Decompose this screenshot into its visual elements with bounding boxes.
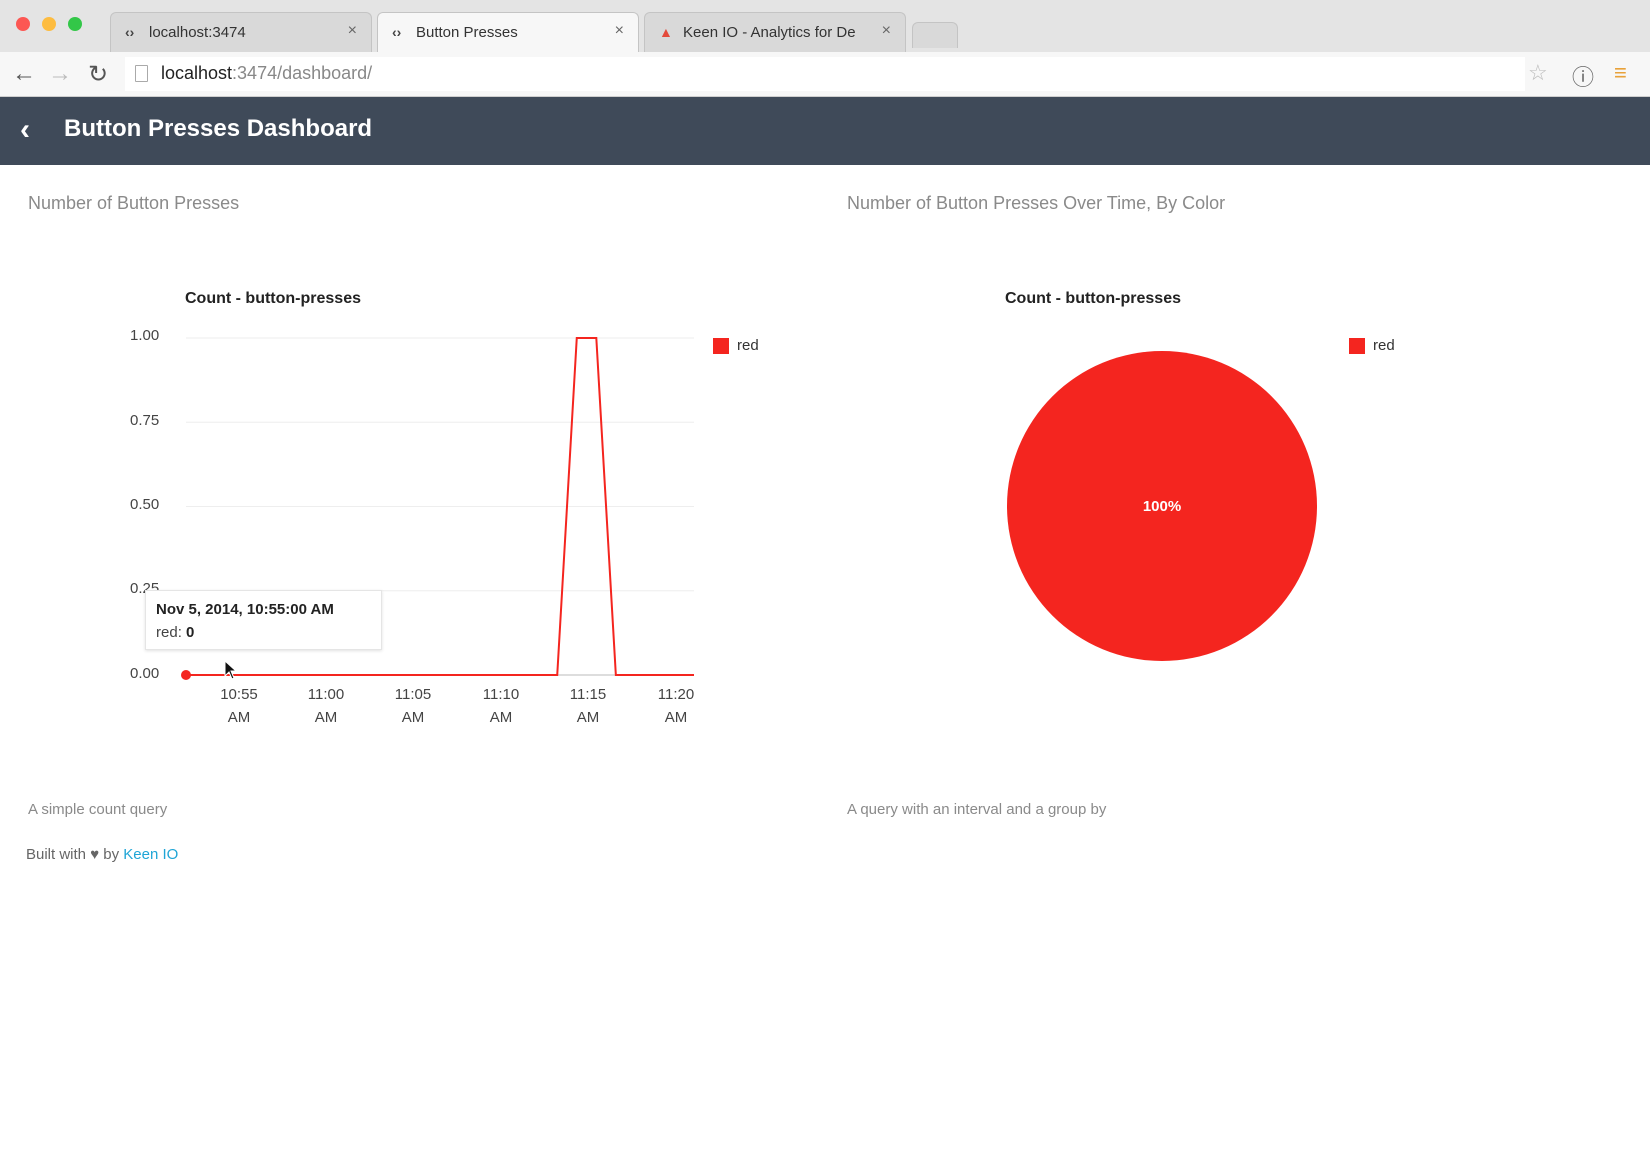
browser-tab-1[interactable]: ‹› localhost:3474 × [110,12,372,52]
x-tick: 11:05 AM [394,686,432,726]
minimize-window-button[interactable] [42,17,56,31]
x-tick: 11:10 AM [482,686,520,726]
hover-point[interactable] [181,670,191,680]
close-window-button[interactable] [16,17,30,31]
y-tick: 0.75 [130,412,160,429]
y-tick: 0.00 [130,665,160,682]
mouse-cursor-icon [224,660,238,680]
url-text: localhost:3474/dashboard/ [161,63,373,83]
heart-icon: ♥ [90,846,100,863]
pie-slice-label: 100% [1142,498,1182,515]
browser-tab-2[interactable]: ‹› Button Presses × [377,12,639,52]
extension-icon[interactable]: ⓘ [1572,65,1595,90]
close-tab-icon[interactable]: × [881,22,891,39]
tab-title: localhost:3474 [149,24,246,41]
x-tick: 11:00 AM [307,686,345,726]
tab-title: Button Presses [416,24,518,41]
browser-tab-strip: ‹› localhost:3474 × ‹› Button Presses × … [0,0,1650,53]
left-section-note: A simple count query [28,801,168,818]
close-tab-icon[interactable]: × [614,22,624,39]
keen-logo-icon: ▲ [659,24,673,40]
series-line-red [186,337,694,676]
close-tab-icon[interactable]: × [347,22,357,39]
page-icon [135,65,148,82]
footer: Built with ♥ by Keen IO [26,846,179,863]
bookmark-star-icon[interactable]: ☆ [1528,60,1548,85]
code-icon: ‹› [392,24,402,40]
new-tab-button[interactable] [912,22,958,48]
tooltip-date: Nov 5, 2014, 10:55:00 AM [156,601,334,618]
line-chart-title: Count - button-presses [185,290,361,307]
chevron-left-icon[interactable]: ‹ [20,113,30,146]
browser-toolbar: ← → ↻ localhost:3474/dashboard/ ☆ ⓘ ≡ [0,52,1650,97]
code-icon: ‹› [125,24,135,40]
legend-swatch-red [713,338,729,354]
reload-icon[interactable]: ↻ [88,61,109,88]
x-tick: 10:55 AM [220,686,258,726]
maximize-window-button[interactable] [68,17,82,31]
section-title-left: Number of Button Presses [28,193,240,213]
pie-slice-red[interactable] [1007,351,1317,661]
tooltip-value: red: 0 [156,624,195,641]
app-header: ‹ Button Presses Dashboard [0,97,1650,165]
page-title: Button Presses Dashboard [64,115,373,142]
x-tick: 11:15 AM [569,686,607,726]
legend-label: red [737,337,759,354]
pie-chart-title: Count - button-presses [1005,290,1181,307]
legend-swatch-red [1349,338,1365,354]
address-bar[interactable]: localhost:3474/dashboard/ [125,57,1525,91]
y-tick: 0.50 [130,496,160,513]
x-tick: 11:20 AM [657,686,695,726]
tab-title: Keen IO - Analytics for De [683,24,856,41]
browser-tab-3[interactable]: ▲ Keen IO - Analytics for De × [644,12,906,52]
section-title-right: Number of Button Presses Over Time, By C… [847,193,1226,213]
menu-icon[interactable]: ≡ [1614,60,1627,85]
forward-arrow-icon[interactable]: → [48,60,72,87]
legend-label: red [1373,337,1395,354]
y-tick: 1.00 [130,327,160,344]
keen-io-link[interactable]: Keen IO [123,846,179,863]
right-section-note: A query with an interval and a group by [847,801,1107,818]
chart-tooltip: Nov 5, 2014, 10:55:00 AM red: 0 [145,590,382,650]
back-arrow-icon[interactable]: ← [12,60,36,87]
